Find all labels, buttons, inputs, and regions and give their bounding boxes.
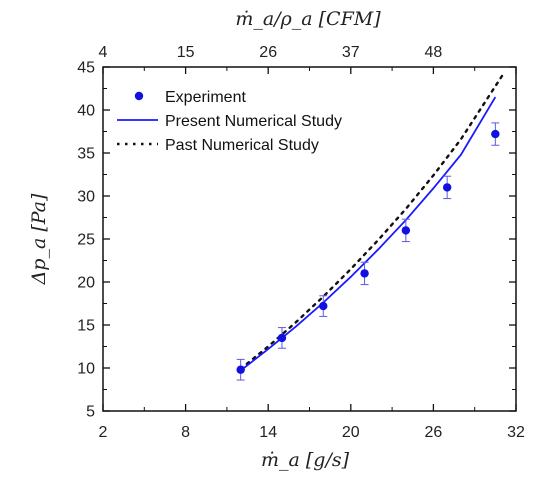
legend-label-present: Present Numerical Study (165, 113, 342, 130)
top-axis-title: ṁ_a/ρ_a [CFM] (235, 8, 381, 30)
experiment-point (360, 269, 369, 278)
y-tick-label: 35 (77, 146, 95, 163)
experiment-point (277, 333, 287, 343)
y-tick-label: 15 (77, 318, 95, 335)
top-tick-label: 15 (177, 44, 195, 61)
y-tick-label: 40 (77, 103, 95, 120)
series-layer (236, 74, 504, 381)
y-tick-label: 25 (77, 232, 95, 249)
legend-label-past: Past Numerical Study (165, 137, 319, 154)
x-tick-label: 26 (425, 424, 443, 441)
ticks: 2 8 14 20 26 32 4 15 26 37 48 5 10 15 20 25 30 35 40 45 (77, 44, 525, 441)
x-tick-label: 8 (181, 424, 190, 441)
x-tick-label: 32 (507, 424, 525, 441)
past-numerical-line (239, 74, 504, 371)
x-tick-label: 20 (342, 424, 360, 441)
experiment-point (236, 365, 245, 374)
x-tick-label: 14 (259, 424, 277, 441)
experiment-point (491, 129, 500, 139)
top-tick-label: 26 (259, 44, 277, 61)
legend: Experiment Present Numerical Study Past … (117, 89, 342, 154)
experiment-point (442, 183, 452, 192)
experiment-point (401, 226, 411, 235)
top-tick-label: 37 (342, 44, 360, 61)
y-tick-label: 10 (77, 361, 95, 378)
legend-label-experiment: Experiment (165, 89, 246, 106)
y-axis-title: Δp_a [Pa] (28, 193, 50, 285)
y-tick-label: 20 (77, 275, 95, 292)
y-tick-label: 5 (86, 404, 95, 421)
x-axis-title: ṁ_a [g/s] (261, 449, 350, 471)
y-tick-label: 30 (77, 189, 95, 206)
y-tick-label: 45 (77, 60, 95, 77)
experiment-point (319, 301, 328, 311)
legend-marker-experiment (134, 91, 144, 101)
top-tick-label: 48 (425, 44, 443, 61)
x-tick-label: 2 (99, 424, 108, 441)
top-tick-label: 4 (99, 44, 108, 61)
